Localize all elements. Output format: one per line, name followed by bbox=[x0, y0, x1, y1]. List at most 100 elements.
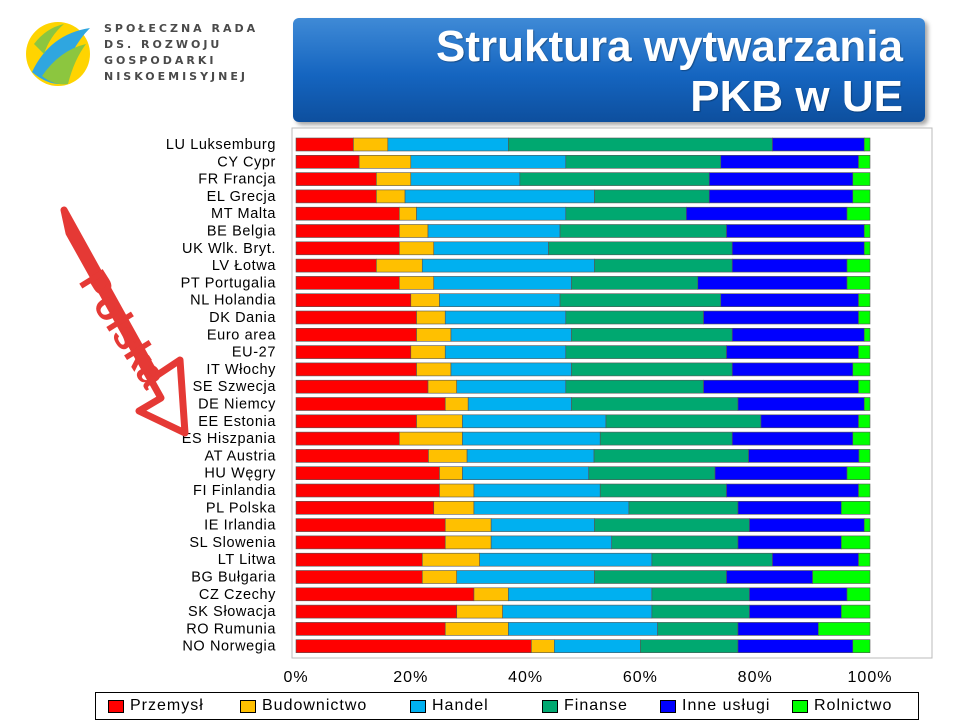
category-label: NO Norwegia bbox=[182, 639, 276, 655]
bar-segment-3-row-10 bbox=[439, 293, 561, 308]
bar-segment-1-row-18 bbox=[295, 431, 400, 446]
logo-line-4: NISKOEMISYJNEJ bbox=[104, 70, 248, 83]
bar-segment-5-row-6 bbox=[726, 224, 865, 238]
category-label: EU-27 bbox=[232, 345, 276, 361]
bar-segment-6-row-9 bbox=[846, 276, 871, 290]
bar-segment-5-row-7 bbox=[731, 241, 865, 256]
legend-item: Inne usługi bbox=[660, 696, 770, 716]
bar-segment-1-row-12 bbox=[295, 327, 417, 342]
bar-segment-4-row-29 bbox=[657, 622, 739, 636]
bar-segment-3-row-27 bbox=[508, 587, 653, 602]
title-banner: Struktura wytwarzania PKB w UE bbox=[293, 18, 925, 122]
bar-segment-4-row-17 bbox=[605, 414, 762, 429]
legend-label: Budownictwo bbox=[262, 697, 368, 714]
bar-segment-2-row-8 bbox=[376, 258, 423, 273]
bar-segment-1-row-24 bbox=[295, 535, 446, 550]
bar-segment-6-row-24 bbox=[840, 535, 871, 550]
bar-segment-3-row-12 bbox=[450, 327, 572, 342]
bar-segment-5-row-3 bbox=[708, 172, 854, 186]
category-label: LU Luksemburg bbox=[166, 137, 276, 153]
bar-segment-3-row-30 bbox=[553, 639, 641, 654]
bar-segment-5-row-8 bbox=[731, 258, 848, 273]
bar-segment-4-row-14 bbox=[571, 362, 733, 377]
bar-segment-6-row-25 bbox=[858, 552, 871, 567]
category-label: DE Niemcy bbox=[198, 397, 276, 413]
bar-segment-2-row-16 bbox=[444, 397, 469, 411]
bar-segment-2-row-7 bbox=[399, 241, 435, 256]
bar-segment-1-row-14 bbox=[295, 362, 417, 377]
bar-segment-1-row-19 bbox=[295, 449, 429, 463]
bar-segment-4-row-9 bbox=[571, 276, 699, 290]
bar-segment-4-row-21 bbox=[599, 483, 727, 498]
bar-segment-2-row-21 bbox=[439, 483, 475, 498]
bar-segment-5-row-14 bbox=[731, 362, 854, 377]
bar-segment-2-row-18 bbox=[399, 431, 463, 446]
category-label: FI Finlandia bbox=[193, 483, 276, 499]
bar-segment-6-row-5 bbox=[846, 206, 871, 221]
category-label: NL Holandia bbox=[190, 293, 276, 309]
bar-segment-3-row-13 bbox=[444, 345, 567, 359]
bar-segment-4-row-28 bbox=[651, 604, 750, 619]
bar-segment-2-row-9 bbox=[399, 276, 435, 290]
bar-segment-3-row-18 bbox=[462, 431, 601, 446]
bar-segment-6-row-15 bbox=[858, 379, 871, 394]
bar-segment-2-row-19 bbox=[428, 449, 468, 463]
x-tick-label: 40% bbox=[508, 669, 543, 686]
bar-segment-3-row-25 bbox=[479, 552, 653, 567]
bar-segment-6-row-18 bbox=[852, 431, 871, 446]
legend: Przemysł Budownictwo Handel Finanse Inne usł… bbox=[95, 692, 919, 720]
bar-segment-2-row-28 bbox=[456, 604, 503, 619]
legend-label: Przemysł bbox=[130, 697, 204, 714]
bar-segment-1-row-9 bbox=[295, 276, 400, 290]
category-label: PT Portugalia bbox=[181, 275, 277, 291]
bar-segment-5-row-1 bbox=[772, 137, 865, 152]
bar-segment-1-row-11 bbox=[295, 310, 417, 325]
bars bbox=[295, 137, 871, 654]
annotation-text: Polska bbox=[70, 263, 176, 396]
bar-segment-2-row-15 bbox=[427, 379, 458, 394]
bar-segment-2-row-27 bbox=[473, 587, 509, 602]
bar-segment-3-row-14 bbox=[450, 362, 572, 377]
bar-segment-3-row-22 bbox=[473, 500, 630, 515]
category-label: EE Estonia bbox=[198, 414, 276, 430]
bar-segment-2-row-1 bbox=[353, 137, 389, 152]
bar-segment-4-row-11 bbox=[565, 310, 704, 325]
bar-segment-6-row-23 bbox=[863, 518, 871, 532]
bar-segment-3-row-24 bbox=[490, 535, 613, 550]
category-label: LV Łotwa bbox=[212, 258, 277, 274]
bar-segment-1-row-23 bbox=[295, 518, 446, 532]
bar-segment-4-row-6 bbox=[559, 224, 727, 238]
bar-segment-3-row-20 bbox=[462, 466, 590, 481]
legend-label: Rolnictwo bbox=[814, 697, 893, 714]
bar-segment-3-row-17 bbox=[462, 414, 607, 429]
category-label: SK Słowacja bbox=[188, 604, 276, 620]
bar-segment-5-row-12 bbox=[731, 327, 865, 342]
polska-annotation: Polska bbox=[60, 206, 189, 437]
bar-segment-3-row-1 bbox=[387, 137, 509, 152]
bar-segment-1-row-30 bbox=[295, 639, 532, 654]
legend-item: Handel bbox=[410, 696, 489, 716]
bar-segment-6-row-17 bbox=[858, 414, 871, 429]
bar-segment-2-row-10 bbox=[410, 293, 440, 308]
bar-segment-6-row-12 bbox=[863, 327, 871, 342]
bar-segment-3-row-8 bbox=[421, 258, 595, 273]
bar-segment-4-row-27 bbox=[651, 587, 750, 602]
logo-line-3: GOSPODARKI bbox=[104, 54, 217, 67]
x-tick-label: 20% bbox=[393, 669, 428, 686]
logo-line-1: SPOŁECZNA RADA bbox=[104, 22, 259, 35]
bar-segment-3-row-2 bbox=[410, 155, 567, 169]
category-label: DK Dania bbox=[209, 310, 276, 326]
bar-segment-6-row-29 bbox=[818, 622, 871, 636]
category-label: UK Wlk. Bryt. bbox=[182, 241, 276, 257]
legend-swatch bbox=[660, 699, 676, 713]
bar-segment-1-row-20 bbox=[295, 466, 440, 481]
bar-segment-5-row-19 bbox=[748, 449, 860, 463]
bar-segment-4-row-16 bbox=[571, 397, 739, 411]
legend-label: Handel bbox=[432, 697, 489, 714]
bar-segment-4-row-1 bbox=[508, 137, 773, 152]
bar-segment-5-row-5 bbox=[686, 206, 848, 221]
bar-segment-3-row-4 bbox=[404, 189, 595, 204]
bar-segment-4-row-10 bbox=[559, 293, 722, 308]
bar-segment-4-row-23 bbox=[594, 518, 750, 532]
